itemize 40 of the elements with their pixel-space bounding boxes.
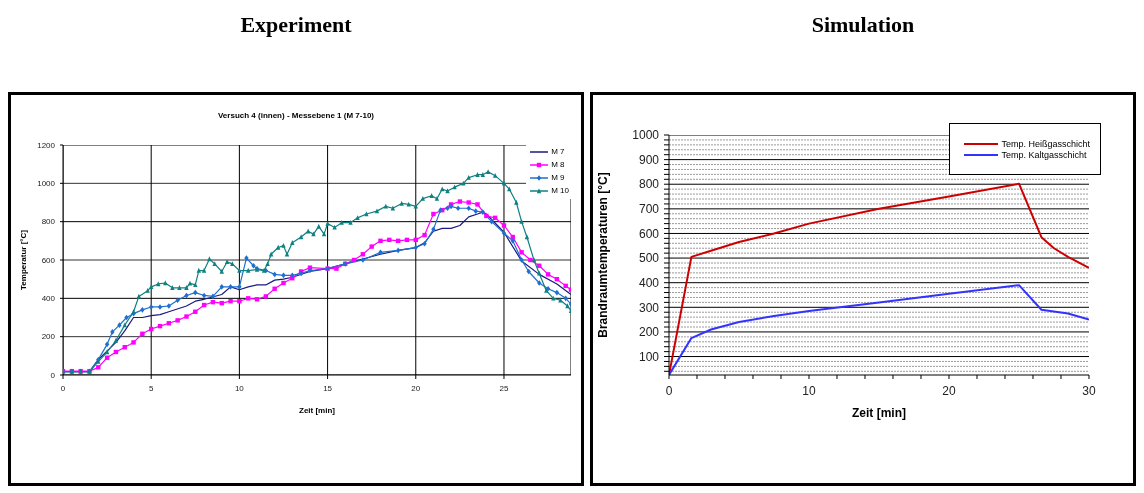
y-tick-label: 500 [638, 251, 660, 266]
x-axis-title: Zeit [min] [852, 406, 906, 420]
x-tick-label: 10 [234, 384, 245, 393]
legend-label: Temp. Heißgasschicht [1001, 138, 1090, 149]
y-tick-label: 300 [638, 300, 660, 315]
x-axis-title: Zeit [min] [299, 406, 336, 415]
y-tick-label: 1000 [632, 128, 660, 143]
x-tick-label: 15 [323, 384, 333, 393]
y-tick-label: 1000 [37, 179, 56, 189]
x-tick-label: 20 [942, 384, 956, 398]
legend-label: M 8 [551, 160, 565, 169]
x-tick-label: 0 [665, 384, 673, 398]
legend-label: M 9 [551, 173, 565, 182]
y-tick-label: 900 [638, 152, 660, 167]
y-tick-label: 600 [638, 226, 660, 241]
y-tick-label: 800 [638, 177, 660, 192]
x-tick-label: 25 [499, 384, 509, 393]
y-tick-label: 0 [50, 370, 56, 380]
x-tick-label: 20 [411, 384, 421, 393]
y-tick-label: 200 [638, 325, 660, 340]
y-tick-label: 800 [41, 217, 56, 227]
legend-label: M 10 [551, 186, 569, 195]
y-axis-title: Brandraumtemperaturen [°C] [596, 172, 611, 338]
text: Simulation [811, 12, 915, 38]
y-tick-label: 400 [41, 294, 56, 304]
chart-title: Versuch 4 (innen) - Messebene 1 (M 7-10) [216, 110, 375, 122]
y-tick-label: 1200 [37, 140, 56, 150]
legend-label: Temp. Kaltgasschicht [1001, 149, 1087, 160]
y-tick-label: 600 [41, 255, 56, 265]
y-tick-label: 100 [638, 349, 660, 364]
x-tick-label: 10 [802, 384, 816, 398]
x-tick-label: 5 [148, 384, 154, 393]
legend-label: M 7 [551, 147, 565, 156]
text: Experiment [240, 12, 352, 38]
x-tick-label: 0 [60, 384, 66, 393]
y-tick-label: 700 [638, 202, 660, 217]
y-tick-label: 400 [638, 275, 660, 290]
y-tick-label: 200 [41, 332, 56, 342]
x-tick-label: 30 [1082, 384, 1096, 398]
y-axis-title: Temperatur [°C] [18, 229, 28, 290]
